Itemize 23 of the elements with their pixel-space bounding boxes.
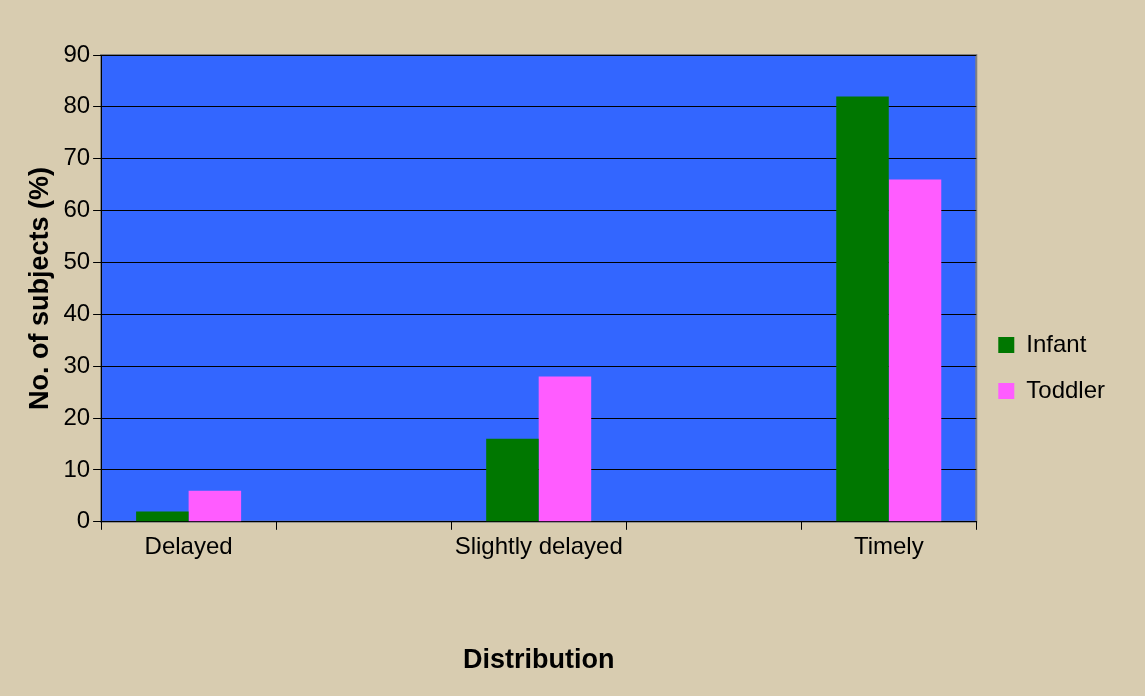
y-tick-label: 0 xyxy=(76,506,91,534)
y-tick-label: 30 xyxy=(63,350,91,378)
y-tick-label: 70 xyxy=(63,143,91,171)
y-tick-label: 80 xyxy=(63,91,91,119)
y-tick-label: 50 xyxy=(63,247,91,275)
x-tick-label: Slightly delayed xyxy=(454,531,623,559)
y-axis-title: No. of subjects (%) xyxy=(23,166,54,410)
bar xyxy=(888,179,942,522)
bar xyxy=(486,438,539,522)
bar xyxy=(538,376,592,522)
bar xyxy=(188,490,242,522)
y-tick-label: 60 xyxy=(63,195,91,223)
y-tick-label: 40 xyxy=(63,298,91,326)
y-tick-label: 10 xyxy=(63,454,91,482)
bar xyxy=(136,511,189,522)
legend-label: Infant xyxy=(1026,329,1087,357)
x-tick-label: Delayed xyxy=(144,531,233,559)
y-tick-label: 20 xyxy=(63,402,91,430)
x-tick-label: Timely xyxy=(853,531,924,559)
y-tick-label: 90 xyxy=(63,39,91,67)
x-axis-title: Distribution xyxy=(462,644,615,675)
legend-label: Toddler xyxy=(1026,375,1106,403)
bar xyxy=(836,96,889,522)
